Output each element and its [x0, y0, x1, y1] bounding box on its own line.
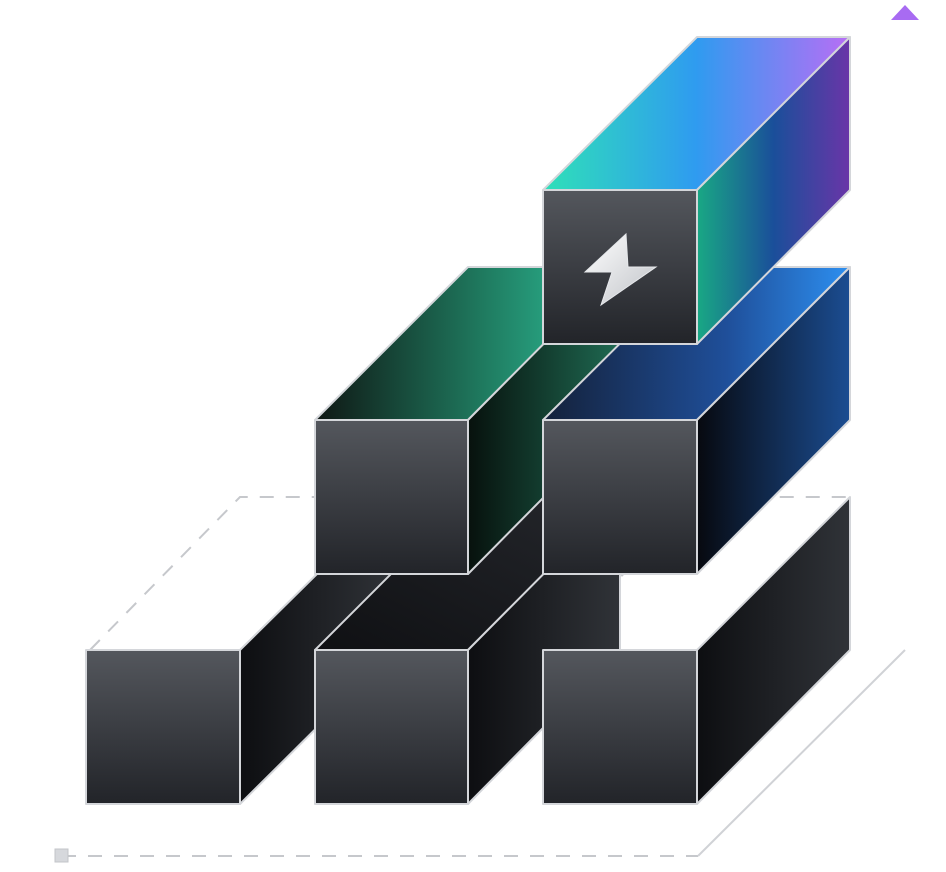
square-marker-icon [54, 848, 69, 863]
block-bottom-right [542, 496, 851, 805]
vertical-axis [891, 5, 919, 650]
lightning-bolt-icon [583, 232, 658, 307]
arrow-up-icon [891, 5, 919, 20]
ground-corner-line [697, 649, 906, 857]
